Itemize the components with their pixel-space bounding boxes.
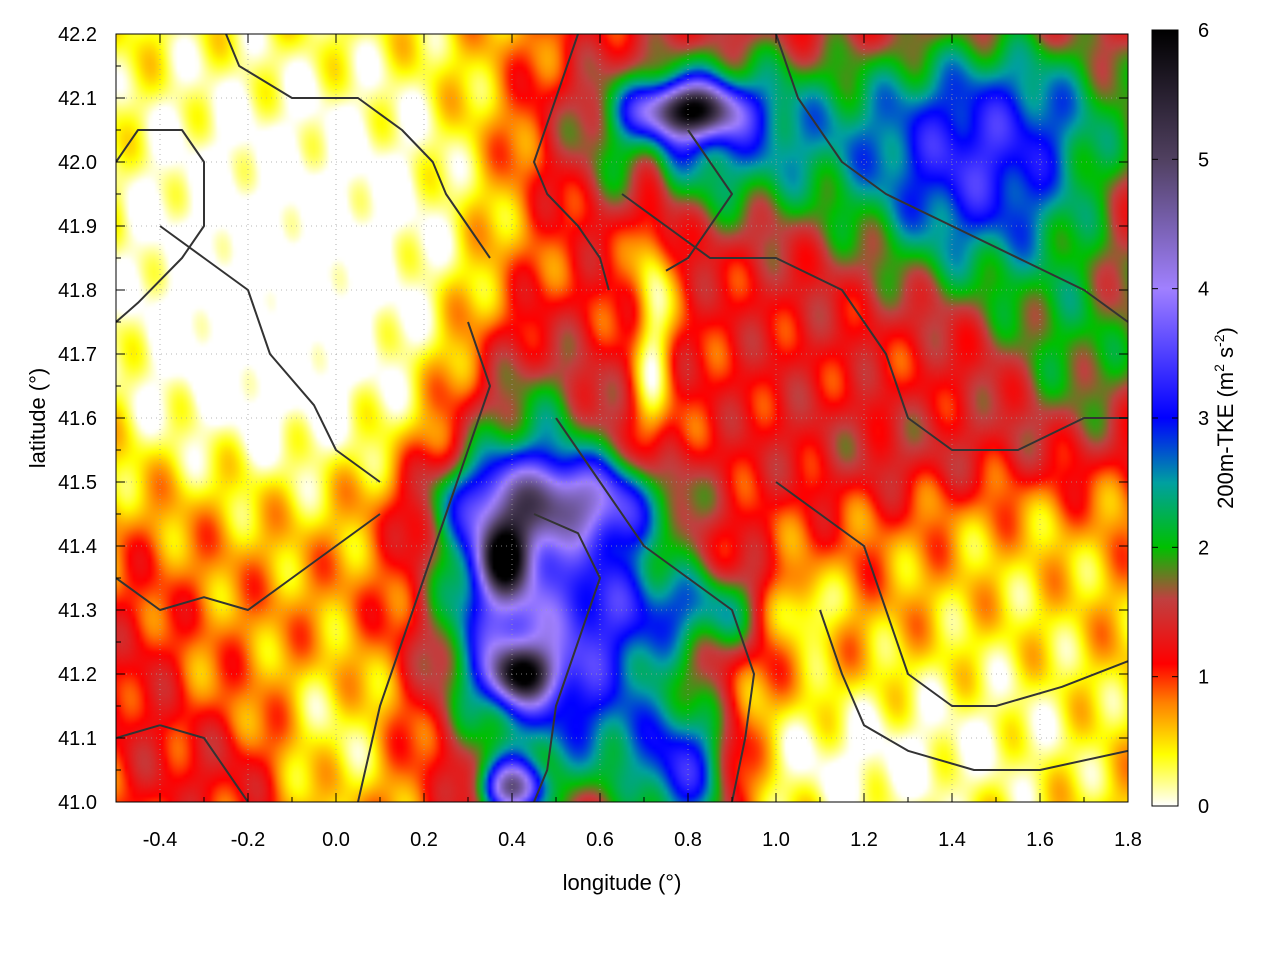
- contour-line: [775, 34, 1128, 323]
- x-tick-label: 0.0: [322, 829, 350, 851]
- contour-line: [665, 129, 733, 272]
- x-tick-label: 1.0: [762, 829, 790, 851]
- contour-line: [819, 609, 1128, 771]
- colorbar-ticks: 0 1 2 3 4 5 6: [1152, 20, 1209, 818]
- x-tick-label: 1.4: [938, 829, 966, 851]
- y-tick-label: 41.6: [58, 408, 97, 430]
- y-tick-label: 41.5: [58, 472, 97, 494]
- x-tick-label: 0.2: [410, 829, 438, 851]
- colorbar-label: 200m-TKE (m2 s-2): [1211, 327, 1238, 509]
- x-tick-label: 0.8: [674, 829, 702, 851]
- x-tick-label: 1.8: [1114, 829, 1142, 851]
- colorbar-tick-label: 1: [1198, 667, 1209, 689]
- contour-line: [116, 724, 249, 802]
- y-axis: 41.0 41.1 41.2 41.3 41.4 41.5 41.6 41.7 41.8 41.9…: [58, 24, 1128, 814]
- colorbar-tick-label: 4: [1198, 279, 1209, 301]
- x-tick-label: 0.6: [586, 829, 614, 851]
- colorbar-tick-label: 5: [1198, 149, 1209, 171]
- y-tick-label: 41.9: [58, 216, 97, 238]
- colorbar-tick-label: 2: [1198, 537, 1209, 559]
- y-tick-label: 41.0: [58, 792, 97, 814]
- contour-line: [621, 193, 1128, 451]
- y-axis-label: latitude (°): [25, 368, 50, 469]
- y-tick-label: 41.4: [58, 536, 97, 558]
- y-tick-label: 41.3: [58, 600, 97, 622]
- x-tick-label: 1.6: [1026, 829, 1054, 851]
- contour-line: [555, 417, 755, 802]
- y-tick-label: 41.2: [58, 664, 97, 686]
- y-tick-label: 42.0: [58, 152, 97, 174]
- contour-line: [225, 34, 491, 259]
- colorbar-tick-label: 3: [1198, 408, 1209, 430]
- x-tick-label: -0.4: [143, 829, 177, 851]
- y-tick-label: 41.8: [58, 280, 97, 302]
- x-axis: -0.4 -0.2 0.0 0.2 0.4 0.6 0.8 1.0 1.2 1.4 1.6 1.8: [115, 34, 1142, 851]
- colorbar-tick-label: 6: [1198, 20, 1209, 42]
- x-tick-label: -0.2: [231, 829, 265, 851]
- contour-lines: [116, 34, 1128, 802]
- y-tick-label: 41.7: [58, 344, 97, 366]
- x-axis-label: longitude (°): [563, 870, 682, 895]
- contour-line: [357, 321, 491, 802]
- grid: [116, 34, 1128, 802]
- x-tick-label: 1.2: [850, 829, 878, 851]
- colorbar-tick-label: 0: [1198, 796, 1209, 818]
- contour-line: [533, 513, 601, 802]
- y-tick-label: 41.1: [58, 728, 97, 750]
- contour-line: [116, 129, 205, 323]
- contour-line: [775, 481, 1128, 707]
- x-tick-label: 0.4: [498, 829, 526, 851]
- contour-line: [533, 34, 610, 291]
- y-tick-label: 42.1: [58, 88, 97, 110]
- contour-line: [159, 225, 381, 483]
- y-tick-label: 42.2: [58, 24, 97, 46]
- contour-line: [116, 513, 381, 611]
